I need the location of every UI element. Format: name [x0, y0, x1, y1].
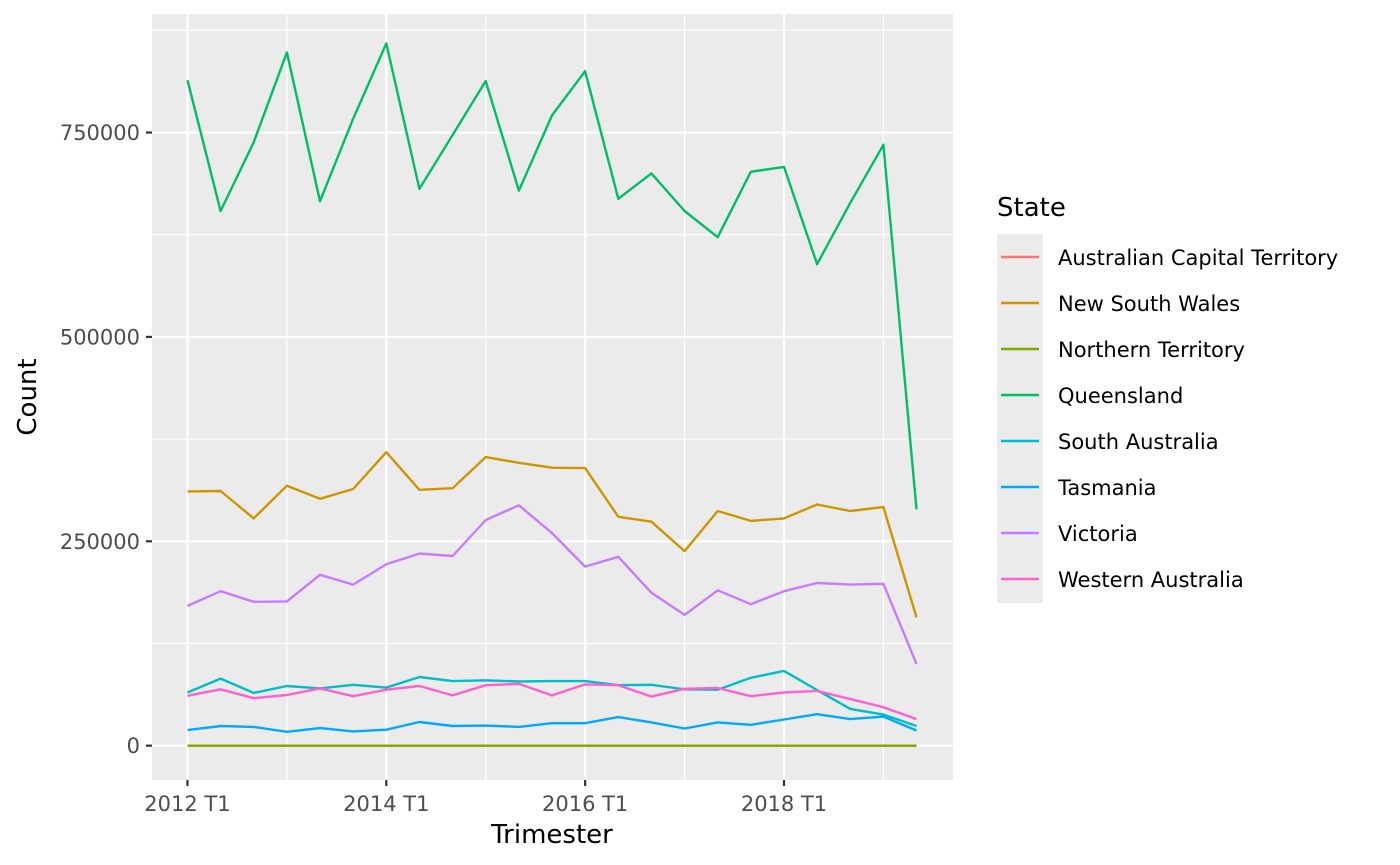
- legend: State Australian Capital Territory New So…: [997, 193, 1338, 603]
- series-lines: [186, 42, 918, 747]
- legend-label: Queensland: [1058, 384, 1183, 408]
- minor-gridlines: [152, 14, 953, 780]
- y-axis-title: Count: [13, 358, 43, 435]
- x-tick-label: 2016 T1: [542, 792, 628, 816]
- legend-label: Western Australia: [1058, 568, 1244, 592]
- y-axis: 0 250000 500000 750000: [60, 121, 152, 758]
- legend-label: Victoria: [1058, 522, 1138, 546]
- plot-panel: [152, 14, 953, 780]
- series-line-queensland: [186, 42, 918, 510]
- legend-label: New South Wales: [1058, 292, 1240, 316]
- legend-label: South Australia: [1058, 430, 1219, 454]
- series-line-victoria: [187, 504, 918, 665]
- legend-title: State: [997, 193, 1066, 223]
- legend-items: Australian Capital Territory New South Wa…: [1001, 246, 1338, 592]
- legend-label: Northern Territory: [1058, 338, 1245, 362]
- legend-key-background: [997, 234, 1043, 603]
- series-line-new-south-wales: [187, 451, 918, 618]
- x-tick-label: 2014 T1: [343, 792, 429, 816]
- legend-label: Australian Capital Territory: [1058, 246, 1338, 270]
- y-tick-label: 750000: [60, 121, 140, 145]
- y-tick-label: 0: [127, 734, 140, 758]
- x-axis: 2012 T1 2014 T1 2016 T1 2018 T1: [144, 780, 827, 816]
- x-tick-label: 2018 T1: [741, 792, 827, 816]
- legend-label: Tasmania: [1057, 476, 1157, 500]
- series-line-tasmania: [187, 713, 917, 733]
- x-tick-label: 2012 T1: [144, 792, 230, 816]
- series-line-south-australia: [187, 669, 917, 728]
- x-axis-title: Trimester: [490, 820, 613, 850]
- y-tick-label: 250000: [60, 530, 140, 554]
- series-line-western-australia: [187, 682, 917, 721]
- y-tick-label: 500000: [60, 325, 140, 349]
